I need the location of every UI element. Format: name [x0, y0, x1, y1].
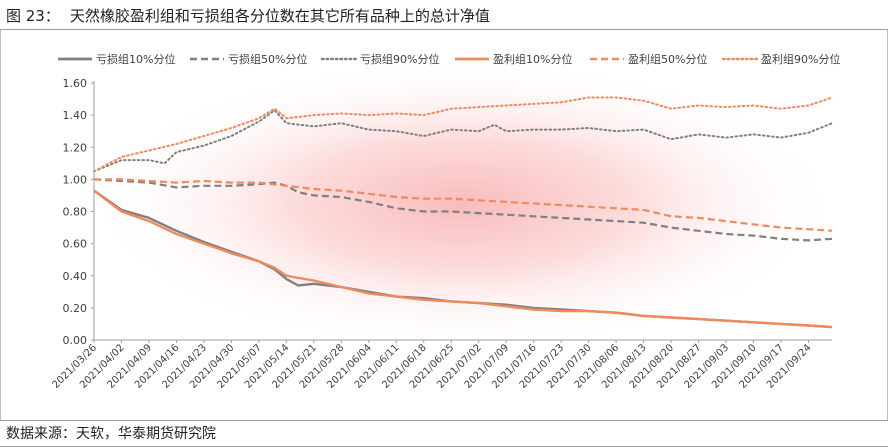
legend-label: 亏损组90%分位 [360, 52, 439, 66]
y-tick-label: 0.80 [63, 206, 88, 219]
series-line-loss-dotted [93, 109, 833, 173]
y-tick-label: 1.40 [63, 109, 88, 122]
legend-label: 盈利组50%分位 [628, 52, 707, 66]
legend-label: 亏损组50%分位 [228, 52, 307, 66]
y-tick-label: 1.60 [63, 77, 88, 90]
series-line-loss-dashed [93, 178, 833, 242]
figure-number: 图 23： [6, 7, 60, 25]
source-divider [0, 420, 888, 421]
figure-title-bar: 图 23： 天然橡胶盈利组和亏损组各分位数在其它所有品种上的总计净值 [6, 4, 490, 28]
frame-left-edge [0, 30, 1, 420]
title-divider [0, 29, 888, 30]
series-line-profit-solid [93, 189, 833, 329]
y-tick-label: 0.20 [63, 302, 88, 315]
data-source: 数据来源：天软，华泰期货研究院 [6, 426, 216, 442]
legend-label: 亏损组10%分位 [96, 52, 175, 66]
y-tick-label: 0.00 [63, 334, 88, 347]
plot-background-glow [84, 58, 842, 350]
y-tick-label: 0.40 [63, 270, 88, 283]
y-tick-label: 0.60 [63, 238, 88, 251]
series-line-profit-dotted [93, 96, 833, 173]
y-tick-label: 1.00 [63, 173, 88, 186]
figure-title: 天然橡胶盈利组和亏损组各分位数在其它所有品种上的总计净值 [69, 7, 490, 25]
y-tick-label: 1.20 [63, 141, 88, 154]
legend-label: 盈利组90%分位 [761, 52, 840, 66]
series-line-profit-dashed [94, 178, 833, 232]
legend-label: 盈利组10%分位 [493, 52, 572, 66]
bottom-divider [0, 446, 888, 447]
